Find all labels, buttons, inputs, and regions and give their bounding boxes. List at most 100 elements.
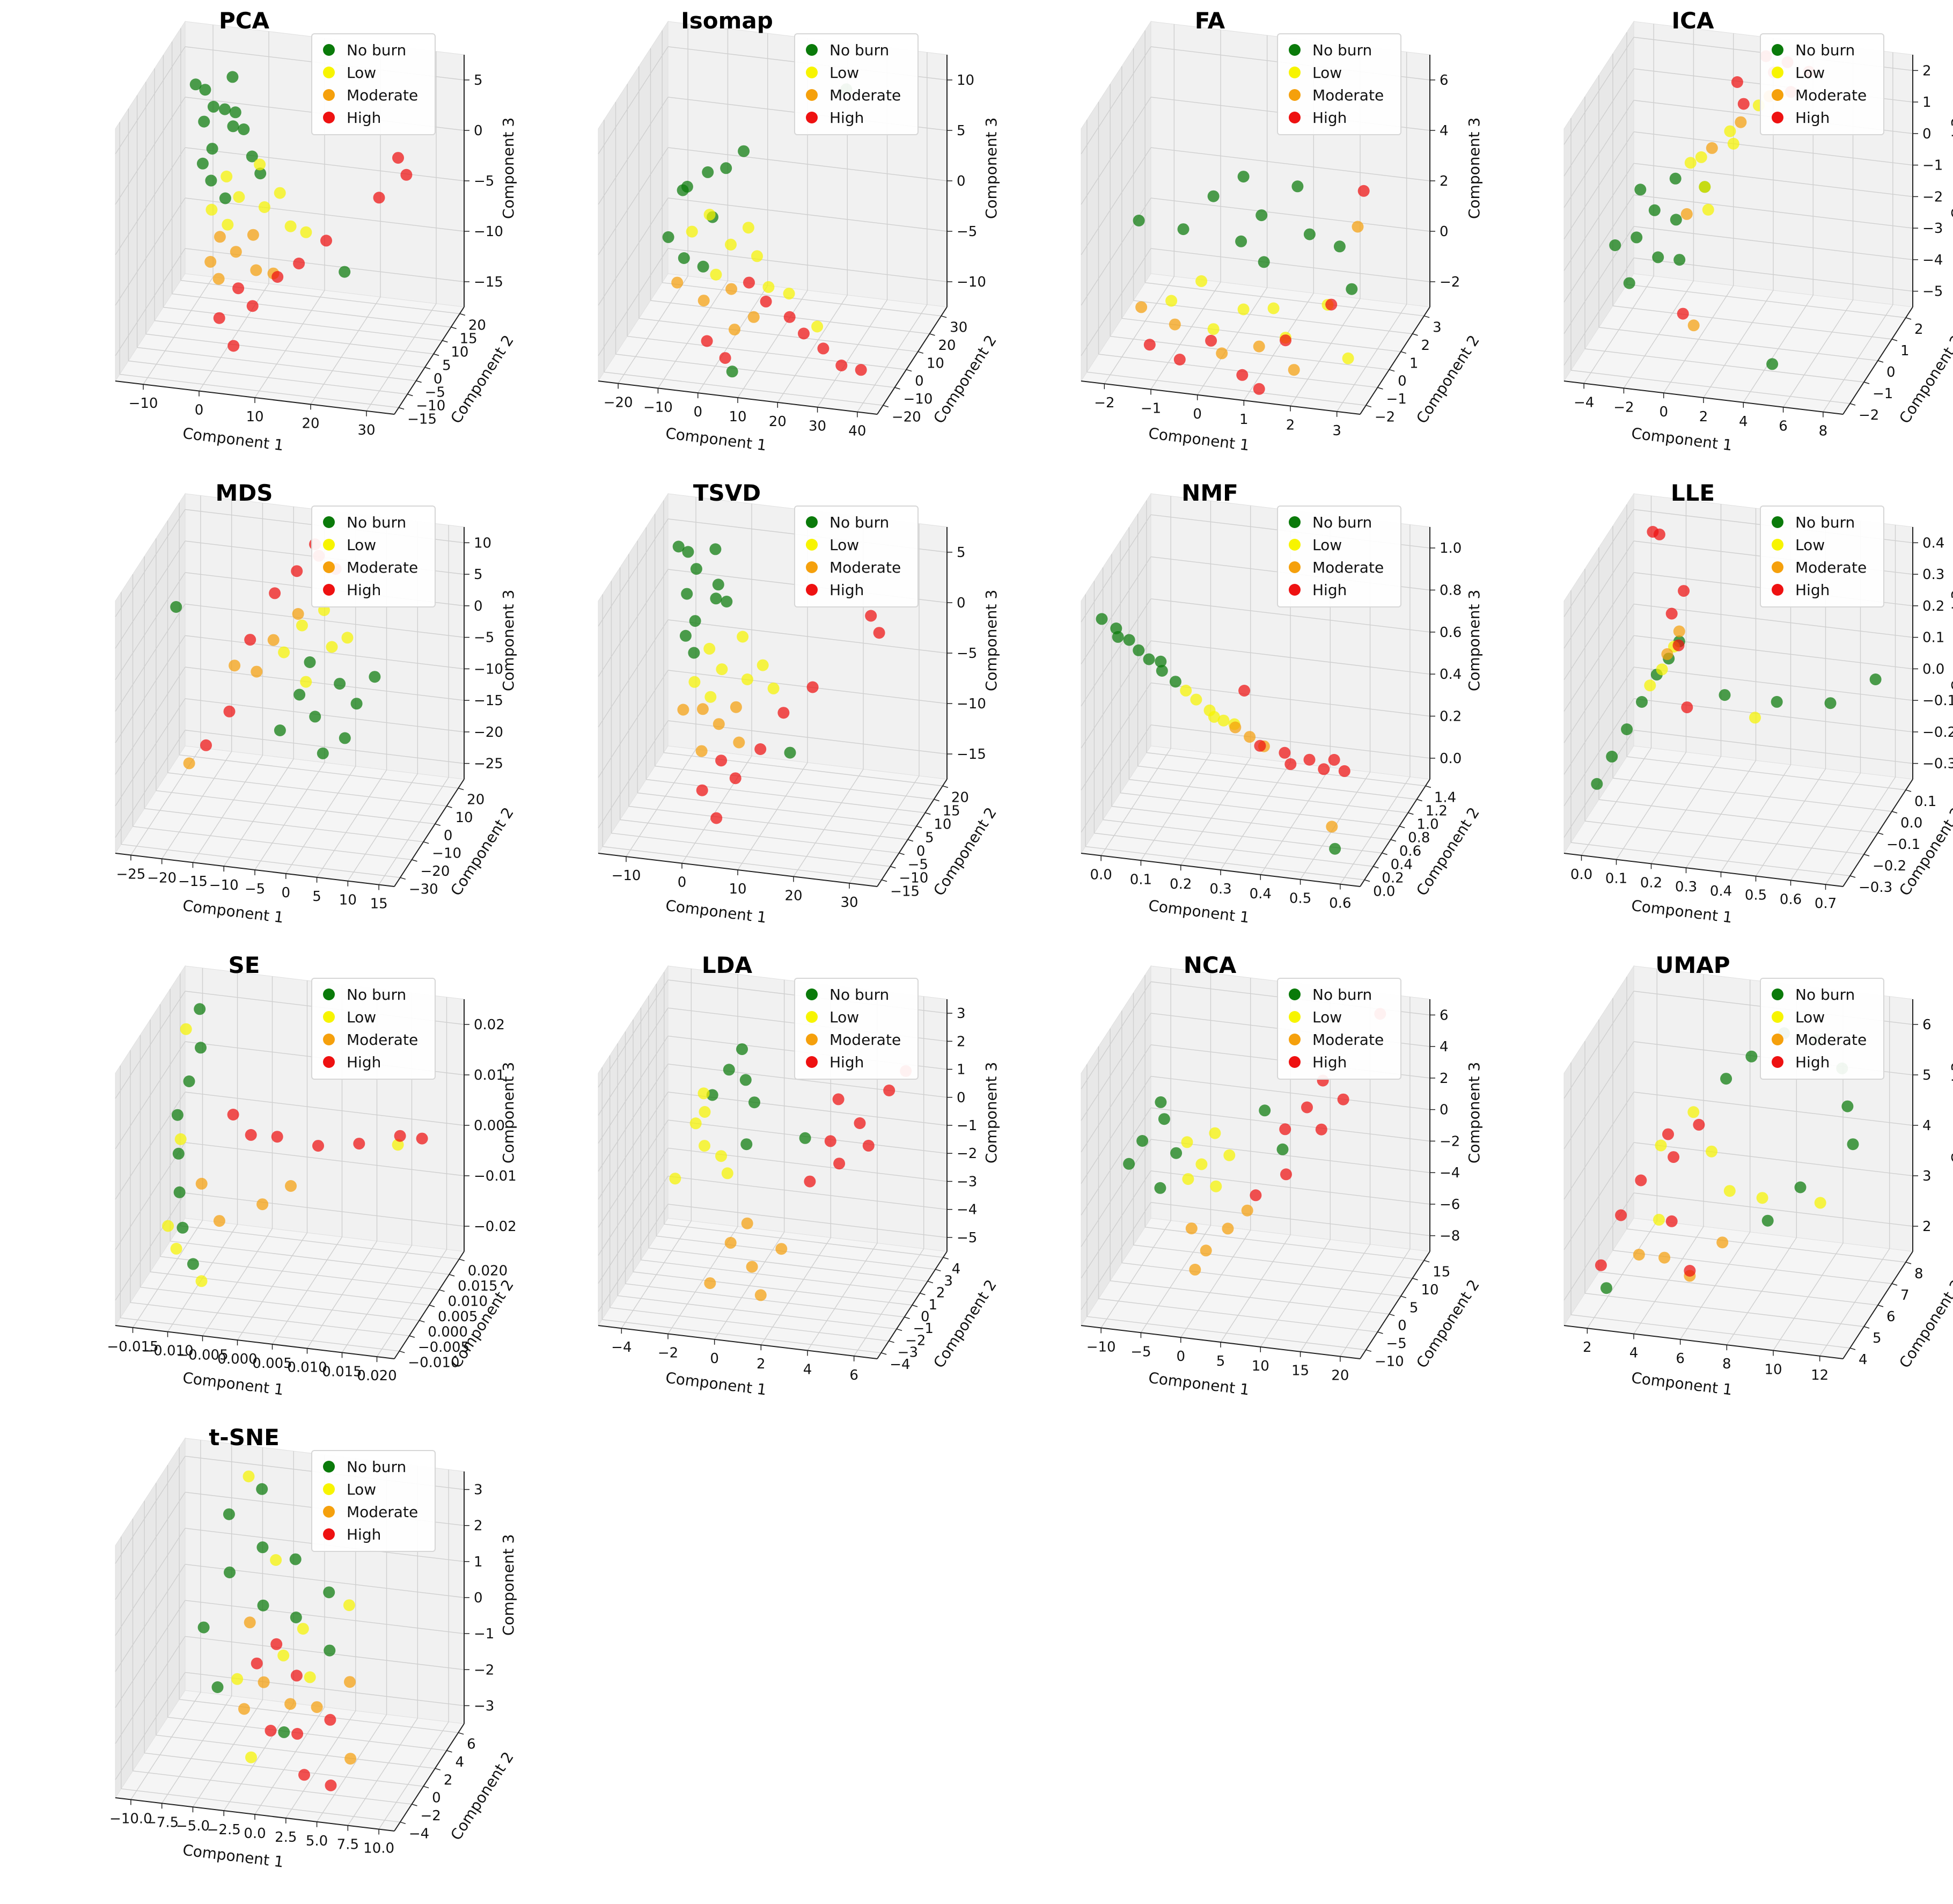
scatter3d-plot: −0.015−0.010−0.0050.0000.0050.0100.0150.… (107, 965, 517, 1399)
data-point (244, 634, 256, 646)
series-no-burn (189, 71, 351, 278)
grid-line (185, 698, 465, 733)
grid-line (1081, 1044, 1151, 1153)
series-high (251, 1638, 337, 1791)
legend-label: Moderate (829, 86, 901, 104)
legend-label: No burn (1795, 513, 1855, 531)
chart-title: UMAP (1655, 952, 1730, 978)
data-point (258, 201, 270, 213)
grid-line (618, 1295, 897, 1330)
y-tick-mark (1877, 1305, 1884, 1307)
y-tick-label: 6 (467, 1737, 476, 1753)
legend-marker (806, 89, 818, 101)
z-tick-label: 2 (957, 1034, 966, 1050)
z-tick-label: 0.8 (1440, 583, 1462, 599)
data-point (724, 1236, 737, 1249)
y-tick-mark (1365, 405, 1372, 408)
data-point (195, 1042, 207, 1054)
grid-line (1570, 1314, 1851, 1349)
legend-label: Low (1312, 63, 1342, 82)
data-point (1655, 1139, 1667, 1152)
grid-line (1150, 248, 1430, 282)
z-tick-label: 0 (474, 598, 483, 614)
grid-line (1110, 335, 1390, 370)
data-point (1766, 358, 1779, 370)
data-point (1155, 1096, 1167, 1108)
data-point (701, 335, 713, 347)
data-point (824, 1135, 836, 1147)
grid-line (133, 1770, 412, 1805)
x-tick-label: 10 (1764, 1362, 1782, 1378)
data-point (1677, 307, 1689, 320)
y-tick-label: 0 (434, 371, 443, 387)
data-point (230, 246, 242, 258)
z-tick-label: 0 (957, 1090, 966, 1106)
data-point (1253, 340, 1265, 353)
z-tick-label: −15 (474, 693, 503, 709)
y-tick-mark (1408, 812, 1414, 815)
x-tick-label: 0.2 (1170, 876, 1192, 892)
z-tick-label: 6 (1922, 1017, 1932, 1033)
z-tick-label: −2 (474, 1662, 494, 1678)
z-axis-label: Component 3 (982, 1062, 1000, 1163)
y-tick-mark (435, 823, 441, 826)
data-point (1847, 1138, 1859, 1151)
data-point (1143, 339, 1156, 351)
y-tick-mark (433, 353, 439, 356)
y-tick-label: −2 (1859, 407, 1879, 423)
y-tick-mark (1863, 382, 1870, 384)
z-tick-label: −1 (957, 1118, 977, 1134)
data-point (854, 1117, 866, 1129)
series-low (688, 631, 780, 703)
chart-title: PCA (218, 8, 270, 34)
panel-lle: 0.0 0.1 0.2 0.3 0.4 0.5 0.6 0.7 −0.3 −0.2 −0.1 0.0 0… (1454, 478, 1953, 944)
y-tick-mark (398, 407, 405, 410)
grid-line (140, 1286, 420, 1321)
x-tick-label: −1 (1141, 401, 1161, 417)
y-tick-label: 0.0 (1900, 815, 1922, 831)
data-point (1661, 648, 1673, 660)
series-low (686, 209, 824, 333)
data-point (1731, 76, 1743, 88)
data-point (219, 192, 231, 204)
grid-line (1626, 756, 1906, 790)
y-tick-label: −15 (890, 884, 920, 900)
series-low (162, 1023, 404, 1287)
data-point (1609, 239, 1621, 251)
x-tick-label: 0.6 (1329, 896, 1351, 912)
data-point (767, 682, 780, 694)
y-tick-mark (1364, 879, 1370, 882)
data-point (271, 271, 284, 283)
legend-marker (323, 516, 335, 528)
y-tick-mark (907, 839, 914, 842)
legend-label: Low (1795, 63, 1825, 82)
data-point (229, 106, 241, 119)
data-point (285, 1180, 297, 1192)
z-tick-label: 0 (957, 173, 966, 189)
data-point (1687, 319, 1700, 332)
data-point (733, 736, 745, 749)
data-point (292, 608, 304, 620)
x-axis-label: Component 1 (182, 424, 285, 455)
panel-fa: −2 −1 0 1 2 3 −2 −1 0 1 2 3 −2 0 2 4 6 Component 1 Compone… (971, 5, 1483, 472)
z-tick-label: −2 (957, 1146, 977, 1162)
data-point (277, 1649, 290, 1661)
legend-label: Low (1795, 536, 1825, 554)
grid-line (1563, 604, 1634, 712)
series-no-burn (171, 1003, 207, 1270)
x-axis-line (1563, 853, 1844, 887)
data-point (324, 1713, 336, 1726)
data-point (1749, 712, 1761, 724)
z-tick-label: 0 (957, 595, 966, 611)
data-point (246, 150, 258, 163)
data-point (1318, 763, 1330, 775)
data-point (199, 84, 211, 96)
data-point (200, 739, 212, 751)
data-point (293, 258, 305, 269)
z-axis-label: Component 3 (1948, 118, 1953, 219)
z-tick-label: 1 (957, 1062, 966, 1078)
x-tick-label: −0.005 (177, 1347, 228, 1363)
y-tick-label: −10 (432, 846, 461, 862)
legend-item: No burn (312, 511, 435, 533)
grid-line (598, 1148, 669, 1256)
